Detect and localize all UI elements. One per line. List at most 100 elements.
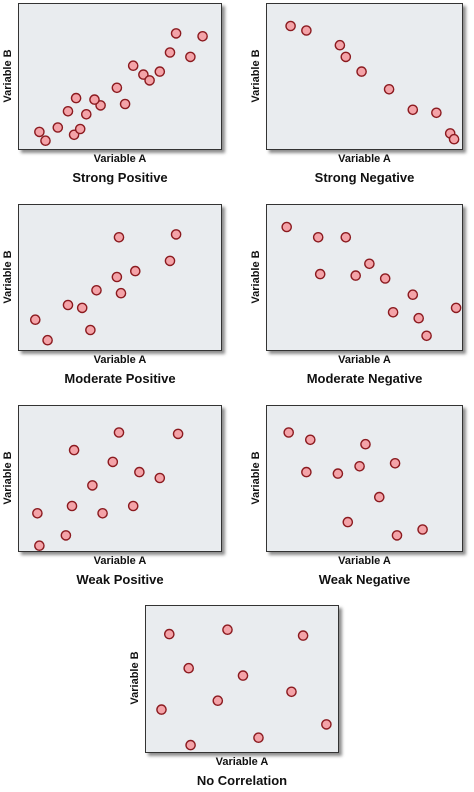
x-axis-label: Variable A — [338, 354, 391, 366]
data-point — [285, 20, 296, 32]
data-point — [421, 330, 432, 342]
data-point — [32, 508, 43, 519]
data-point — [197, 30, 208, 42]
data-point — [183, 662, 195, 674]
data-point — [407, 289, 419, 300]
y-axis-label: Variable B — [129, 651, 141, 705]
data-point — [185, 739, 196, 751]
strong-positive-scatter-svg — [34, 28, 208, 146]
data-point — [332, 468, 344, 479]
data-point — [115, 287, 127, 299]
data-point — [111, 271, 123, 283]
data-point — [87, 480, 98, 491]
chart-title: Weak Positive — [76, 572, 164, 587]
data-point — [354, 461, 365, 472]
data-point — [297, 630, 309, 641]
data-point — [52, 122, 64, 133]
x-axis-label: Variable A — [93, 354, 147, 366]
strong-negative-scatter-svg — [285, 20, 460, 145]
strong-positive-plot-area — [18, 3, 222, 150]
data-point — [170, 229, 182, 240]
data-point — [97, 508, 108, 519]
y-axis-label: Variable B — [250, 450, 262, 505]
data-point — [164, 255, 176, 267]
data-point — [40, 135, 51, 146]
data-point — [417, 524, 428, 535]
y-axis-label: Variable B — [2, 450, 14, 505]
data-point — [154, 66, 166, 77]
data-point — [448, 133, 460, 145]
chart-title: Moderate Positive — [64, 371, 176, 386]
y-axis-label: Variable B — [250, 48, 262, 103]
data-point — [156, 704, 167, 715]
data-point — [66, 500, 78, 512]
chart-title: Strong Negative — [314, 170, 415, 185]
data-point — [374, 491, 385, 503]
data-point — [111, 82, 123, 94]
data-point — [283, 427, 295, 438]
no-correlation-scatter-svg — [156, 624, 332, 751]
chart-title: Moderate Negative — [306, 371, 423, 386]
data-point — [170, 28, 182, 39]
data-point — [89, 94, 100, 105]
data-point — [113, 231, 125, 243]
data-point — [107, 456, 119, 468]
moderate-positive-plot-area — [18, 204, 222, 351]
data-point — [389, 458, 401, 469]
data-point — [350, 270, 361, 281]
data-point — [29, 314, 41, 325]
weak-positive-scatter-svg — [32, 427, 184, 551]
data-point — [91, 285, 102, 296]
x-axis-label: Variable A — [338, 555, 391, 567]
data-point — [127, 60, 139, 72]
data-point — [62, 106, 74, 117]
data-point — [340, 51, 352, 63]
moderate-positive-scatter-svg — [29, 229, 182, 346]
data-point — [81, 109, 92, 120]
data-point — [253, 732, 264, 743]
data-point — [450, 302, 462, 314]
data-point — [34, 126, 45, 138]
x-axis-label: Variable A — [93, 153, 147, 165]
data-point — [391, 530, 403, 541]
data-point — [212, 695, 224, 706]
chart-title: No Correlation — [196, 773, 288, 788]
data-point — [356, 66, 367, 77]
data-point — [286, 686, 297, 698]
data-point — [42, 334, 53, 346]
data-point — [301, 466, 312, 478]
data-point — [113, 427, 125, 438]
data-point — [127, 500, 139, 512]
weak-negative-plot-area — [266, 405, 463, 552]
data-point — [76, 302, 88, 314]
x-axis-label: Variable A — [338, 153, 391, 165]
strong-negative-plot-area — [266, 3, 463, 150]
moderate-negative-scatter-svg — [281, 221, 462, 342]
data-point — [305, 434, 316, 446]
data-point — [301, 25, 312, 36]
data-point — [387, 307, 399, 318]
no-correlation-plot-area — [145, 605, 339, 753]
data-point — [119, 98, 131, 110]
x-axis-label: Variable A — [215, 756, 269, 768]
weak-positive-plot-area — [18, 405, 222, 552]
data-point — [342, 516, 354, 528]
y-axis-label: Variable B — [2, 48, 14, 103]
data-point — [60, 530, 72, 541]
data-point — [334, 39, 346, 51]
chart-title: Strong Positive — [72, 170, 168, 185]
data-point — [34, 540, 45, 551]
data-point — [154, 472, 166, 484]
data-point — [321, 719, 332, 730]
data-point — [163, 628, 175, 640]
data-point — [130, 265, 141, 277]
data-point — [379, 273, 391, 284]
data-point — [62, 299, 74, 311]
x-axis-label: Variable A — [93, 555, 147, 567]
weak-negative-scatter-svg — [283, 427, 428, 541]
data-point — [413, 312, 424, 324]
data-point — [172, 428, 184, 440]
data-point — [74, 123, 86, 135]
data-point — [431, 107, 442, 119]
data-point — [364, 258, 375, 270]
